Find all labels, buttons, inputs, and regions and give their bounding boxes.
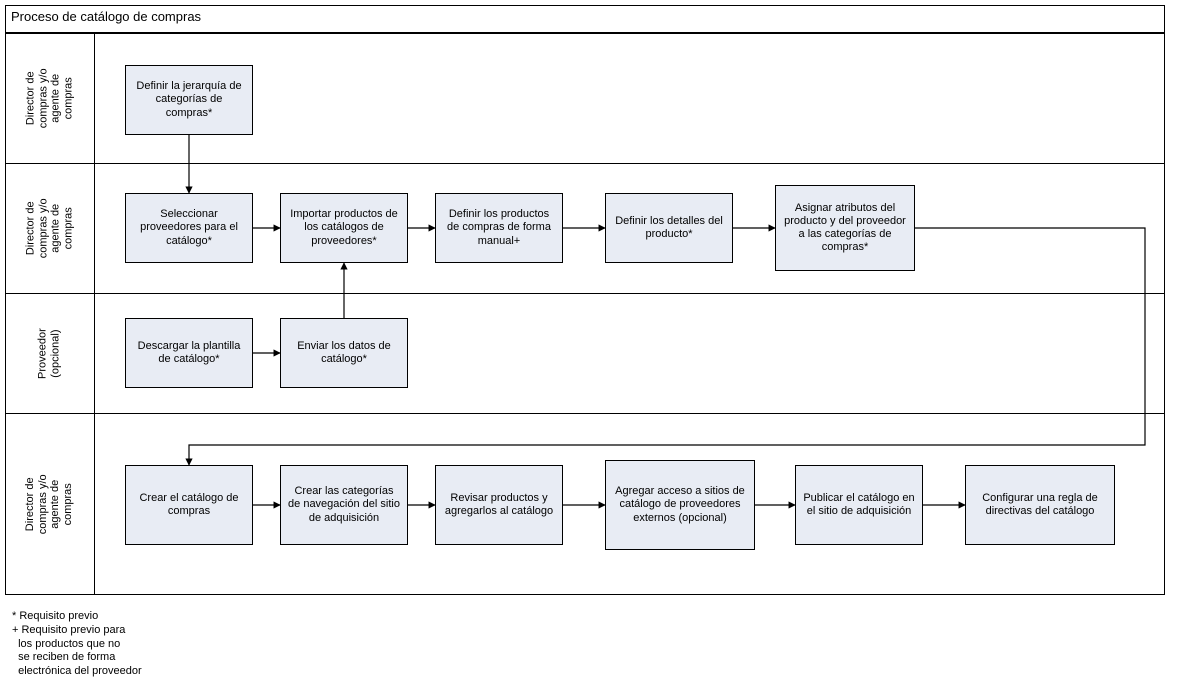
lane-4-label: Director decompras y/oagente de compras bbox=[5, 414, 95, 595]
lane-2-label: Director decompras y/oagente decompras bbox=[5, 164, 95, 293]
lane-1-label: Director decompras y/oagente decompras bbox=[5, 34, 95, 163]
node-n_descargar: Descargar la plantilla de catálogo* bbox=[125, 318, 253, 388]
node-n_sel_prov: Seleccionar proveedores para el catálogo… bbox=[125, 193, 253, 263]
node-n_crear_cat: Crear el catálogo de compras bbox=[125, 465, 253, 545]
lane-1-label-text: Director decompras y/oagente decompras bbox=[24, 69, 75, 129]
node-n_acceso_ext: Agregar acceso a sitios de catálogo de p… bbox=[605, 460, 755, 550]
diagram-title: Proceso de catálogo de compras bbox=[11, 9, 201, 24]
lane-3-label: Proveedor(opcional) bbox=[5, 294, 95, 413]
lane-4-label-text: Director decompras y/oagente de compras bbox=[24, 460, 75, 549]
node-n_revisar: Revisar productos y agregarlos al catálo… bbox=[435, 465, 563, 545]
node-n_asignar: Asignar atributos del producto y del pro… bbox=[775, 185, 915, 271]
node-n_def_detalles: Definir los detalles del producto* bbox=[605, 193, 733, 263]
node-n_crear_nav: Crear las categorías de navegación del s… bbox=[280, 465, 408, 545]
lane-3-label-text: Proveedor(opcional) bbox=[37, 328, 62, 379]
node-n_enviar: Enviar los datos de catálogo* bbox=[280, 318, 408, 388]
diagram-canvas: Proceso de catálogo de compras Director … bbox=[0, 0, 1178, 695]
node-n_def_jerarquia: Definir la jerarquía de categorías de co… bbox=[125, 65, 253, 135]
footnote: * Requisito previo+ Requisito previo par… bbox=[12, 610, 142, 679]
node-n_config_regla: Configurar una regla de directivas del c… bbox=[965, 465, 1115, 545]
diagram-title-bar: Proceso de catálogo de compras bbox=[5, 5, 1165, 33]
node-n_publicar: Publicar el catálogo en el sitio de adqu… bbox=[795, 465, 923, 545]
lane-2-label-text: Director decompras y/oagente decompras bbox=[24, 199, 75, 259]
node-n_importar: Importar productos de los catálogos de p… bbox=[280, 193, 408, 263]
node-n_def_manual: Definir los productos de compras de form… bbox=[435, 193, 563, 263]
